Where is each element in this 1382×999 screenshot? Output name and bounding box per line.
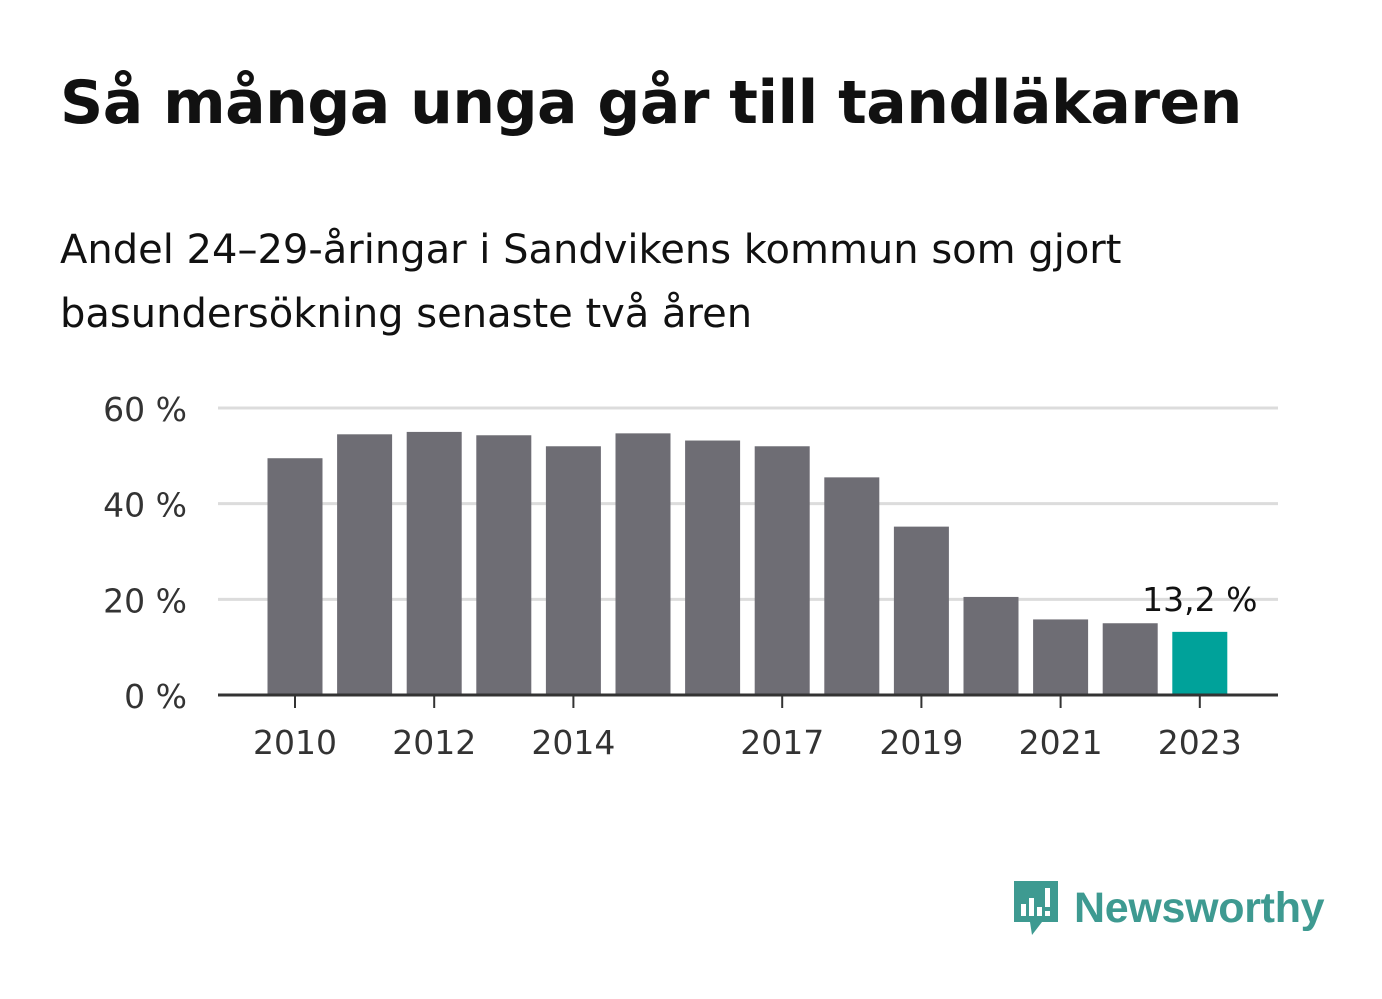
chart-subtitle: Andel 24–29-åringar i Sandvikens kommun …: [60, 227, 1122, 337]
brand-name: Newsworthy: [1074, 883, 1325, 932]
y-tick-label: 40 %: [103, 486, 187, 525]
bar-2023: [1172, 631, 1228, 695]
bar-2015: [615, 433, 671, 695]
x-tick-label: 2019: [879, 723, 963, 762]
bar-2018: [824, 477, 880, 695]
x-tick-label: 2014: [531, 723, 615, 762]
bar-2011: [337, 434, 393, 695]
x-tick-label: 2023: [1158, 723, 1242, 762]
bar-2014: [545, 446, 601, 695]
x-tick-label: 2021: [1019, 723, 1103, 762]
data-label: 13,2 %: [1142, 580, 1257, 619]
y-tick-label: 20 %: [103, 581, 187, 620]
bar-2012: [406, 431, 462, 695]
bar-2016: [685, 440, 741, 695]
newsworthy-logo: Newsworthy: [1010, 878, 1325, 938]
x-tick-label: 2010: [253, 723, 337, 762]
bar-2010: [267, 458, 323, 695]
bar-2013: [476, 435, 532, 695]
chart-title: Så många unga går till tandläkaren: [60, 68, 1242, 138]
newsworthy-logo-icon: [1014, 881, 1058, 935]
bar-2019: [893, 526, 949, 695]
bar-2021: [1033, 619, 1089, 695]
x-tick-label: 2017: [740, 723, 824, 762]
bar-2020: [963, 596, 1019, 695]
y-tick-label: 60 %: [103, 390, 187, 429]
y-tick-label: 0 %: [124, 677, 187, 716]
bar-2017: [754, 446, 810, 695]
x-tick-label: 2012: [392, 723, 476, 762]
bar-2022: [1102, 623, 1158, 695]
